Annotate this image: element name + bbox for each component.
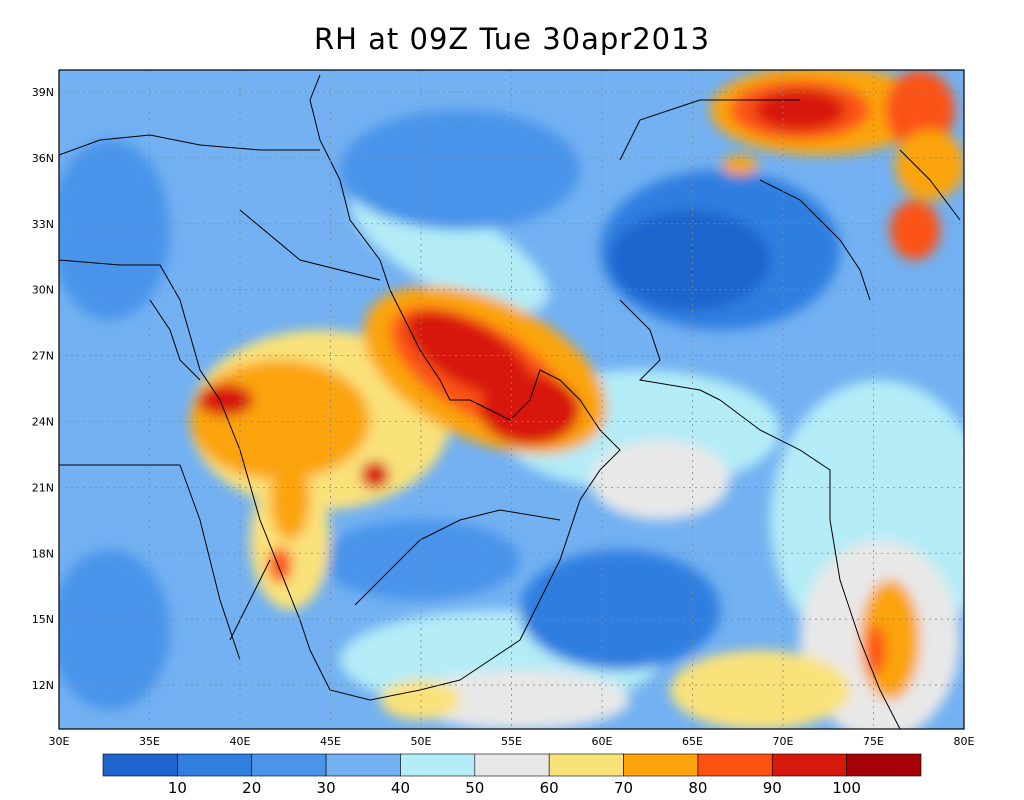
colorbar-label: 40: [391, 779, 410, 797]
colorbar-label: 20: [242, 779, 261, 797]
colorbar-label: 10: [168, 779, 187, 797]
colorbar-swatch: [102, 753, 178, 777]
colorbar-swatch: [697, 753, 773, 777]
latitude-ticks: 12N 15N 18N 21N 24N 27N 30N 33N 36N 39N: [32, 86, 54, 692]
colorbar-swatch: [177, 753, 253, 777]
colorbar: 10 20 30 40 50 60 70 80 90 100: [102, 753, 922, 797]
colorbar-label: 30: [317, 779, 336, 797]
lat-tick-label: 30N: [32, 284, 54, 297]
colorbar-label: 60: [540, 779, 559, 797]
colorbar-swatch: [325, 753, 401, 777]
colorbar-swatch: [474, 753, 550, 777]
lat-tick-label: 12N: [32, 679, 54, 692]
lon-tick-label: 75E: [863, 735, 884, 748]
lon-tick-label: 30E: [49, 735, 70, 748]
lat-tick-label: 15N: [32, 613, 54, 626]
lon-tick-label: 80E: [954, 735, 975, 748]
longitude-ticks: 30E 35E 40E 45E 50E 55E 60E 65E 70E 75E 80E: [49, 735, 975, 748]
colorbar-label: 80: [688, 779, 707, 797]
lon-tick-label: 35E: [139, 735, 160, 748]
colorbar-swatch: [400, 753, 476, 777]
colorbar-swatch: [846, 753, 922, 777]
lon-tick-label: 40E: [230, 735, 251, 748]
lat-tick-label: 36N: [32, 152, 54, 165]
lat-tick-label: 24N: [32, 415, 54, 428]
lat-lon-grid: [59, 70, 964, 729]
colorbar-swatch: [548, 753, 624, 777]
lat-tick-label: 21N: [32, 481, 54, 494]
lon-tick-label: 65E: [682, 735, 703, 748]
lat-tick-label: 39N: [32, 86, 54, 99]
country-borders: [59, 74, 961, 729]
humidity-field: [59, 70, 964, 729]
colorbar-label: 90: [763, 779, 782, 797]
lon-tick-label: 55E: [501, 735, 522, 748]
colorbar-swatch: [771, 753, 847, 777]
colorbar-label: 50: [465, 779, 484, 797]
lon-tick-label: 45E: [320, 735, 341, 748]
lat-tick-label: 27N: [32, 350, 54, 363]
lon-tick-label: 70E: [773, 735, 794, 748]
lat-tick-label: 33N: [32, 218, 54, 231]
lon-tick-label: 60E: [592, 735, 613, 748]
colorbar-swatch: [251, 753, 327, 777]
lat-tick-label: 18N: [32, 547, 54, 560]
lon-tick-label: 50E: [411, 735, 432, 748]
colorbar-label: 100: [832, 779, 861, 797]
map-title: RH at 09Z Tue 30apr2013: [313, 22, 711, 56]
colorbar-swatch: [623, 753, 699, 777]
map-frame: [58, 69, 965, 730]
colorbar-label: 70: [614, 779, 633, 797]
